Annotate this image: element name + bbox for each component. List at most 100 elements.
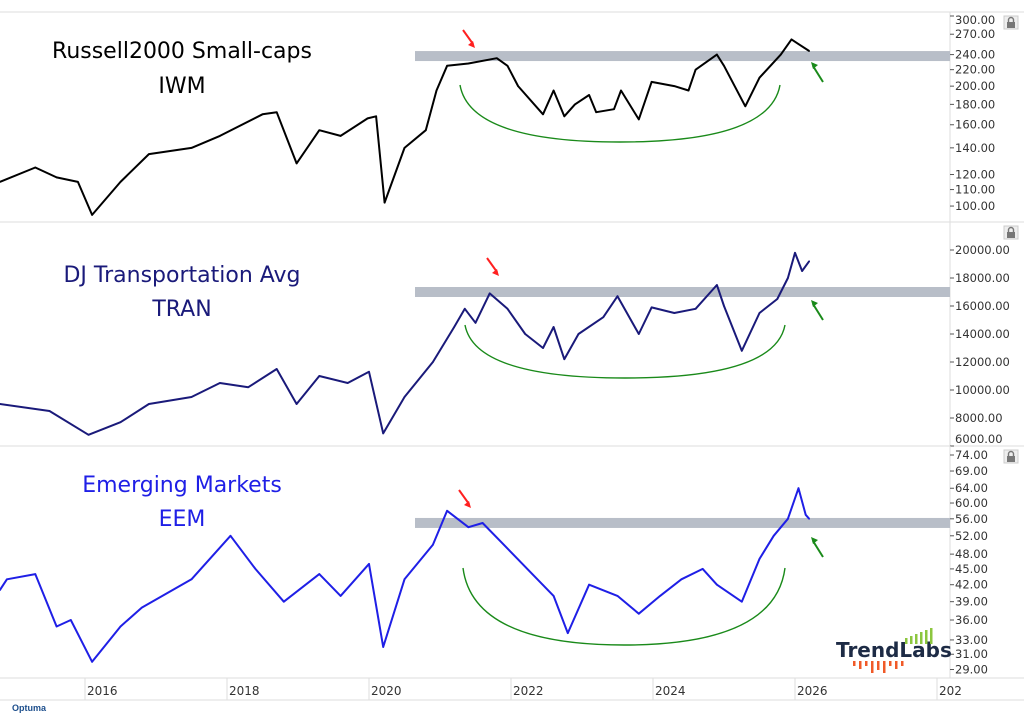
data-point — [716, 284, 718, 286]
data-point — [620, 89, 622, 92]
data-point — [425, 129, 427, 132]
data-point — [0, 589, 1, 591]
y-tick-label: 31.00 — [955, 647, 988, 661]
data-point — [295, 403, 298, 405]
data-point — [366, 117, 369, 120]
data-point — [758, 312, 761, 314]
optuma-brand: Optuma — [12, 703, 47, 713]
data-point — [506, 308, 509, 310]
data-point — [595, 111, 597, 114]
data-point — [432, 361, 434, 363]
x-tick-label: 2022 — [513, 684, 544, 698]
data-point — [190, 147, 193, 149]
data-point — [563, 358, 566, 361]
y-tick-label: 33.00 — [955, 633, 988, 647]
data-point — [318, 573, 321, 575]
data-point — [91, 660, 93, 663]
data-point — [552, 326, 555, 328]
green-arrowhead — [811, 537, 818, 544]
x-tick-label: 2026 — [797, 684, 828, 698]
data-point — [55, 625, 58, 628]
data-point — [772, 534, 775, 537]
data-point — [650, 306, 653, 309]
data-point — [190, 578, 193, 581]
data-point — [34, 166, 37, 169]
data-point — [638, 612, 640, 615]
data-point — [339, 135, 342, 137]
data-point — [346, 382, 349, 384]
data-point — [77, 181, 79, 183]
data-point — [383, 201, 386, 204]
data-point — [6, 578, 8, 581]
data-point — [517, 85, 519, 87]
data-point — [403, 578, 406, 581]
data-point — [403, 147, 406, 149]
svg-text:TrendLabs: TrendLabs — [836, 638, 952, 662]
data-point — [638, 333, 640, 335]
data-point — [453, 326, 456, 328]
data-point — [787, 277, 789, 279]
data-point — [552, 89, 555, 92]
data-point — [318, 129, 321, 132]
red-arrowhead — [468, 41, 475, 48]
data-point — [148, 153, 150, 155]
series-line — [0, 38, 810, 216]
x-axis: 2016 2018 2020 2022 2024 2026 202 — [0, 678, 1024, 701]
data-point — [275, 368, 278, 370]
y-tick-label: 180.00 — [955, 97, 995, 111]
y-tick-label: 300.00 — [955, 13, 995, 27]
data-point — [574, 103, 576, 106]
y-tick-label: 20000.00 — [955, 243, 1010, 257]
y-tick-label: 69.00 — [955, 464, 988, 478]
data-point — [446, 64, 448, 67]
y-tick-label: 52.00 — [955, 529, 988, 543]
data-point — [524, 333, 526, 335]
data-point — [804, 513, 807, 516]
data-point — [716, 53, 718, 56]
data-point — [435, 89, 438, 92]
data-point — [488, 292, 491, 295]
y-tick-label: 6000.00 — [955, 432, 1003, 446]
data-point — [141, 606, 143, 609]
data-point — [659, 595, 661, 597]
data-point — [0, 181, 1, 183]
data-point — [0, 403, 1, 405]
data-point — [382, 432, 385, 435]
panel-title: Emerging Markets — [82, 473, 282, 498]
red-arrow-icon — [486, 257, 498, 273]
data-point — [368, 371, 370, 373]
data-point — [247, 386, 250, 389]
x-tick-label: 2018 — [229, 684, 260, 698]
y-tick-label: 200.00 — [955, 79, 995, 93]
data-point — [219, 382, 221, 384]
data-point — [464, 308, 466, 310]
lock-icon[interactable] — [1003, 15, 1019, 30]
lock-icon[interactable] — [1003, 449, 1019, 464]
data-point — [190, 396, 193, 398]
data-point — [119, 181, 122, 183]
data-point — [48, 410, 51, 412]
panel-subtitle: IWM — [158, 74, 205, 99]
data-point — [701, 568, 704, 570]
data-point — [613, 108, 615, 111]
y-tick-label: 220.00 — [955, 63, 995, 77]
data-point — [34, 573, 37, 575]
lock-icon[interactable] — [1003, 225, 1019, 240]
y-tick-label: 48.00 — [955, 547, 988, 561]
y-tick-label: 10000.00 — [955, 383, 1010, 397]
data-point — [119, 421, 122, 424]
y-tick-label: 39.00 — [955, 595, 988, 609]
data-point — [650, 81, 653, 83]
data-point — [542, 347, 544, 349]
data-point — [446, 509, 448, 512]
panel-title: Russell2000 Small-caps — [52, 39, 312, 64]
data-point — [797, 487, 800, 490]
data-point — [797, 43, 800, 45]
data-point — [552, 595, 555, 597]
y-tick-label: 140.00 — [955, 141, 995, 155]
data-point — [375, 115, 377, 118]
data-point — [382, 646, 385, 648]
